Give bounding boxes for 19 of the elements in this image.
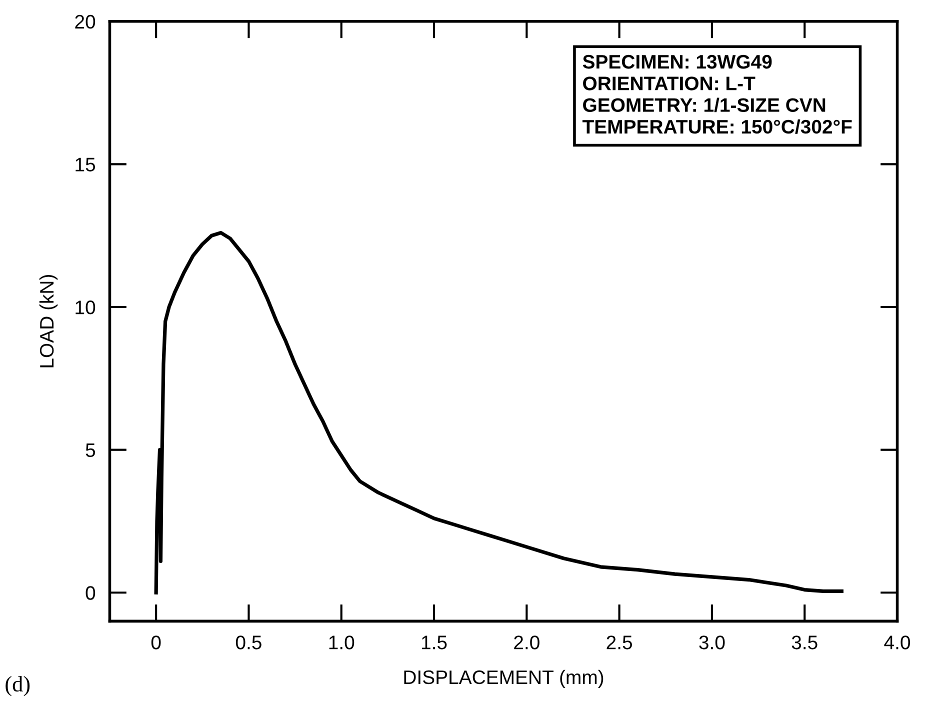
x-tick-label: 0.5 [236, 636, 262, 650]
x-tick-label: 4.0 [884, 636, 910, 650]
x-tick-label: 0 [151, 636, 161, 650]
text: (d) [6, 676, 30, 696]
y-tick-label: 0 [86, 586, 96, 600]
line-series [154, 230, 844, 594]
x-axis-title: DISPLACEMENT (mm) [404, 670, 604, 688]
y-tick-label: 10 [76, 300, 96, 314]
x-tick-label: 2.5 [606, 636, 632, 650]
x-tick-label: 1.5 [422, 636, 447, 650]
y-axis-title: LOAD (kN) [39, 274, 58, 368]
annotation: SPECIMEN: 13WG49 ORIENTATION: L-T GEOMETRY: 1/1-SIZE CVN TEMPERATURE: 150°C/302°F [582, 54, 852, 134]
y-tick-label: 5 [86, 443, 96, 458]
y-tick-label: 20 [75, 14, 96, 29]
x-tick-label: 2.0 [514, 636, 540, 650]
x-tick-label: 3.0 [699, 636, 725, 650]
x-tick-label: 3.5 [792, 636, 818, 650]
x-tick-label: 1.0 [329, 636, 354, 650]
y-tick-label: 15 [76, 158, 96, 172]
